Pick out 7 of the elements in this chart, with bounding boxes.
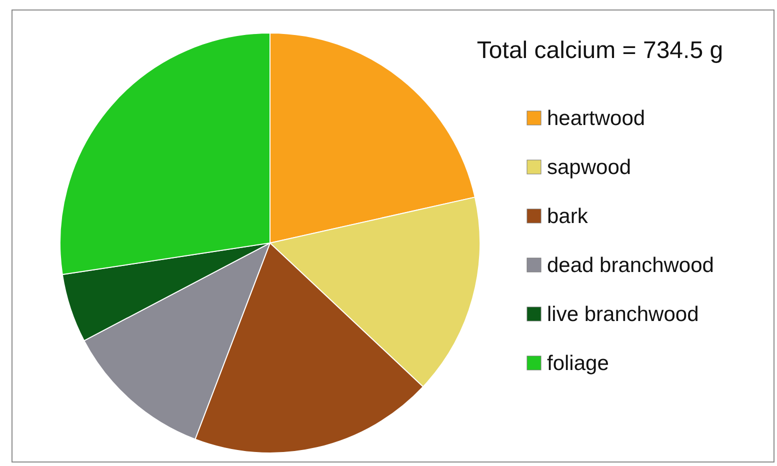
legend-label: foliage <box>547 352 609 375</box>
legend-label: bark <box>547 205 588 228</box>
legend-label: heartwood <box>547 107 646 130</box>
legend-label: live branchwood <box>547 303 699 326</box>
legend-label: sapwood <box>547 156 632 179</box>
legend-label: dead branchwood <box>547 254 714 277</box>
chart-title: Total calcium = 734.5 g <box>476 37 724 64</box>
